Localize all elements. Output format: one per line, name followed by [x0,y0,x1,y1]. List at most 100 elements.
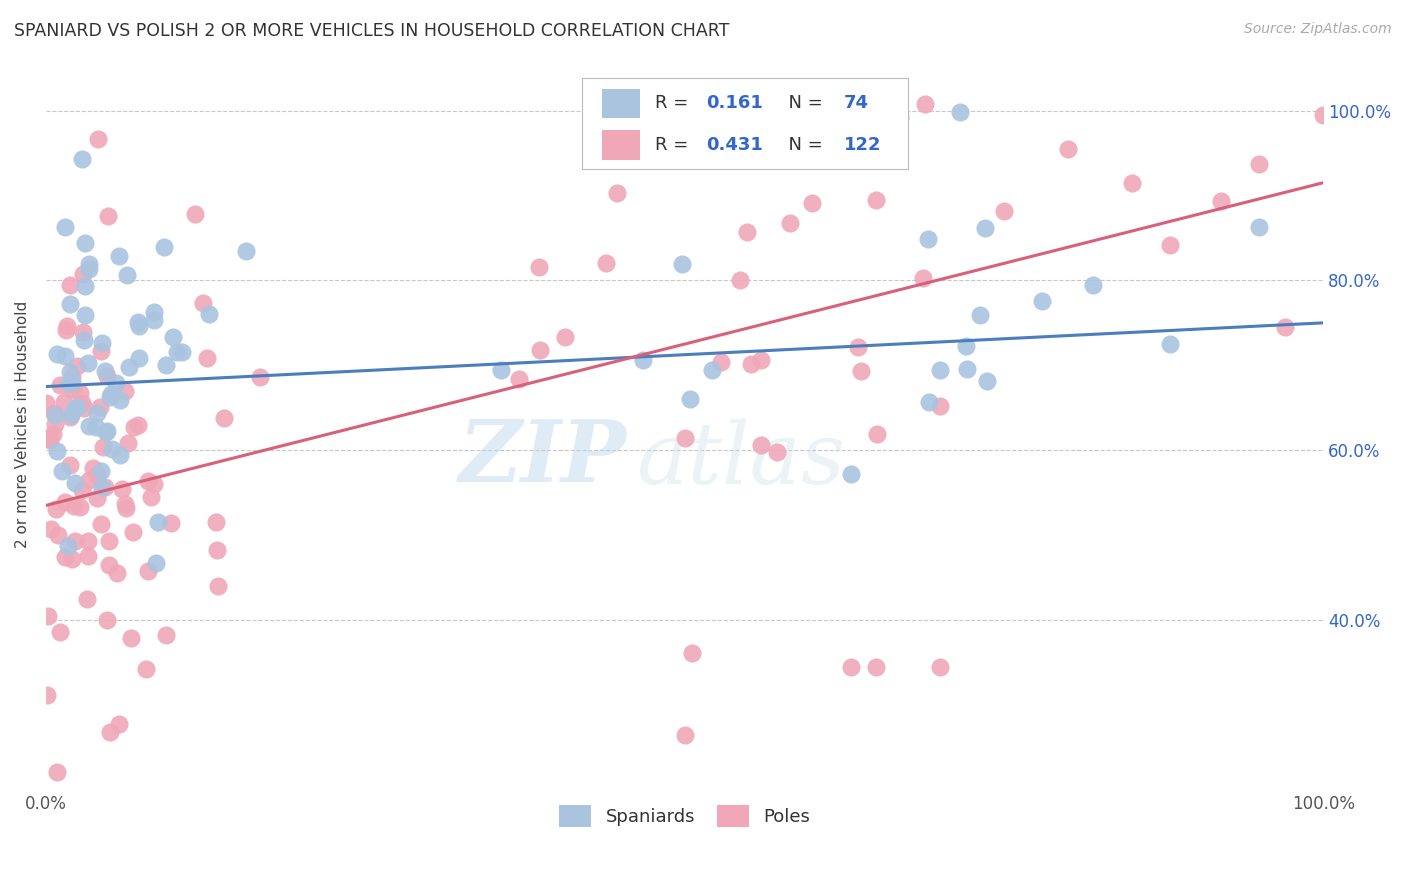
Text: R =: R = [655,95,695,112]
Point [155,628,177,642]
Point [91,441,114,455]
Point [77,356,100,370]
Point [60,382,83,396]
Point [1083,278,1105,293]
Text: 0.431: 0.431 [706,136,763,154]
Point [60,375,83,389]
Point [249,370,271,384]
Point [72,268,94,282]
Point [35,688,58,702]
Point [1209,194,1232,208]
Point [993,204,1015,219]
Point [1312,108,1334,122]
Point [728,273,751,287]
Point [53,349,76,363]
Point [769,149,792,163]
Point [84,420,107,434]
Point [90,464,112,478]
Text: 122: 122 [844,136,882,154]
Point [673,431,696,445]
Point [46,347,69,361]
Point [681,646,703,660]
Point [107,249,129,263]
Point [59,410,82,425]
Point [949,104,972,119]
Point [749,352,772,367]
Point [489,363,512,377]
Point [101,442,124,456]
Point [655,152,678,166]
Point [749,438,772,452]
Point [94,364,117,378]
Point [70,152,93,166]
Point [46,764,69,779]
Point [117,435,139,450]
Point [108,392,131,407]
Point [55,219,77,234]
Point [801,196,824,211]
Point [73,401,96,415]
Point [37,608,59,623]
Point [118,359,141,374]
Point [839,467,862,481]
Point [58,376,80,391]
Text: N =: N = [776,136,828,154]
Point [107,566,129,581]
Point [72,325,94,339]
Point [529,343,551,358]
Text: 0.161: 0.161 [706,95,763,112]
Point [44,417,66,431]
Point [86,406,108,420]
Point [207,579,229,593]
Point [889,111,911,125]
Point [90,343,112,358]
Point [191,296,214,310]
Text: 74: 74 [844,95,869,112]
Point [86,491,108,505]
Legend: Spaniards, Poles: Spaniards, Poles [550,796,820,836]
Point [205,515,228,529]
Point [145,556,167,570]
Point [73,236,96,251]
Point [155,358,177,372]
Point [235,244,257,258]
Point [606,186,628,200]
Point [87,132,110,146]
Point [679,392,702,406]
Point [1249,219,1271,234]
Point [866,427,889,442]
Point [65,401,87,415]
Point [214,410,236,425]
Point [72,483,94,497]
FancyBboxPatch shape [602,89,640,118]
Point [142,313,165,327]
Point [97,534,120,549]
Point [59,409,82,423]
Point [122,420,145,434]
Point [554,330,576,344]
Point [146,516,169,530]
Point [86,467,108,482]
Point [170,344,193,359]
Point [779,216,801,230]
Point [77,257,100,271]
Point [1159,337,1181,351]
Point [108,448,131,462]
Point [141,491,163,505]
Point [527,260,550,274]
Point [98,390,121,404]
Point [105,376,128,390]
Point [929,363,952,377]
Point [59,297,82,311]
Text: Source: ZipAtlas.com: Source: ZipAtlas.com [1244,22,1392,37]
Point [633,352,655,367]
FancyBboxPatch shape [582,78,908,169]
Point [60,552,83,566]
Point [865,193,887,207]
Point [929,660,952,674]
Text: ZIP: ZIP [460,416,627,500]
Text: R =: R = [655,136,695,154]
Point [53,549,76,564]
Point [69,500,91,515]
Point [1159,238,1181,252]
